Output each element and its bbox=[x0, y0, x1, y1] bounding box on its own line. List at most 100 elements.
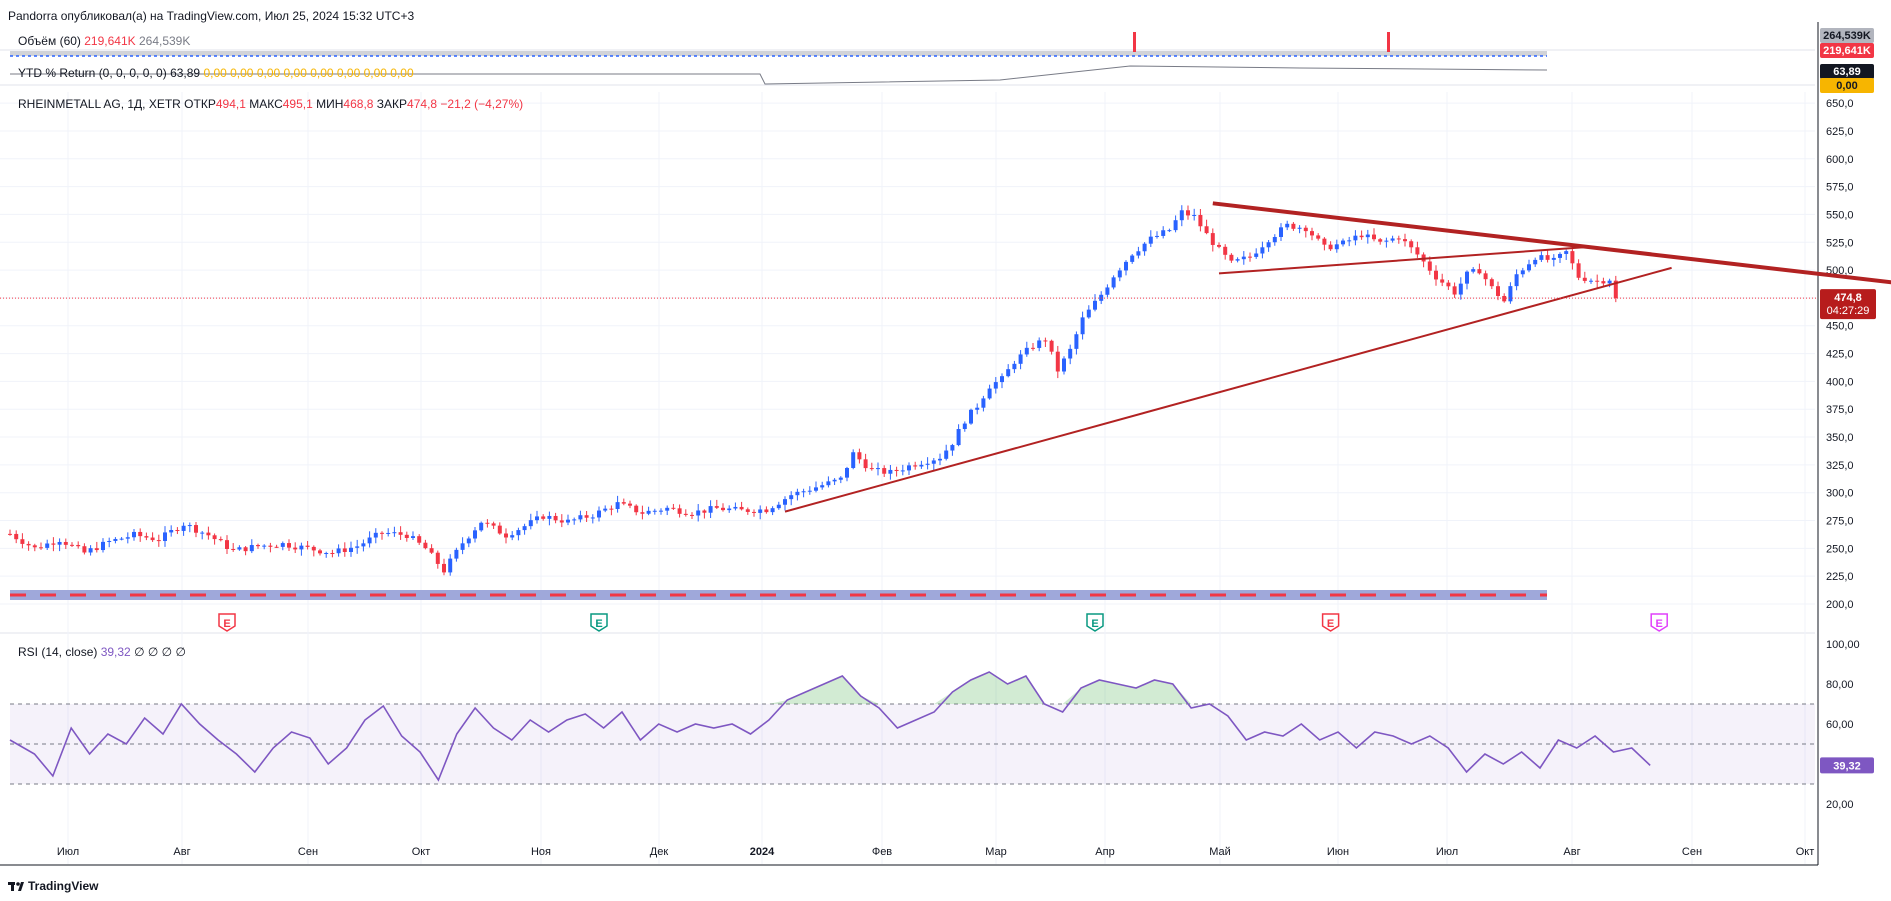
low-value: 468,8 bbox=[343, 97, 376, 111]
candle-body bbox=[1272, 237, 1277, 243]
time-tick-label: Июн bbox=[1327, 846, 1349, 858]
candle-body bbox=[1173, 220, 1178, 231]
candle-body bbox=[1601, 281, 1606, 284]
candle-body bbox=[838, 477, 843, 480]
candle-body bbox=[795, 491, 800, 496]
price-tick-label: 250,0 bbox=[1826, 543, 1854, 555]
earnings-marker-label: E bbox=[1327, 618, 1334, 630]
candle-body bbox=[1204, 226, 1209, 234]
price-tick-label: 400,0 bbox=[1826, 376, 1854, 388]
candle-body bbox=[411, 536, 415, 538]
candle-body bbox=[138, 531, 143, 537]
candle-body bbox=[51, 543, 56, 545]
candle-body bbox=[547, 515, 552, 519]
candle-body bbox=[752, 511, 756, 513]
candle-body bbox=[1551, 257, 1556, 260]
candle-body bbox=[975, 407, 980, 410]
trendline-support bbox=[784, 266, 1672, 513]
candle-body bbox=[615, 502, 620, 510]
earnings-marker-miss bbox=[218, 613, 236, 632]
time-tick-label: Сен bbox=[1682, 846, 1702, 858]
candle-body bbox=[665, 507, 670, 511]
time-tick-label: Апр bbox=[1095, 846, 1114, 858]
candle-body bbox=[900, 470, 905, 472]
candle-body bbox=[1024, 347, 1029, 355]
candle-body bbox=[305, 545, 310, 547]
price-tick-label: 550,0 bbox=[1826, 209, 1854, 221]
candle-body bbox=[504, 533, 508, 538]
candle-body bbox=[144, 536, 149, 538]
candle-body bbox=[783, 499, 787, 505]
candle-body bbox=[578, 515, 583, 520]
candle-body bbox=[262, 545, 267, 547]
price-tick-label: 200,0 bbox=[1826, 599, 1854, 611]
candle-body bbox=[597, 510, 601, 518]
candle-body bbox=[1260, 247, 1265, 254]
candle-body bbox=[1589, 280, 1593, 282]
candle-body bbox=[857, 452, 862, 460]
time-tick-label: 2024 bbox=[750, 846, 775, 858]
candle-body bbox=[1477, 269, 1482, 274]
candle-body bbox=[938, 458, 942, 461]
candle-body bbox=[522, 526, 527, 531]
high-label: МАКС bbox=[249, 97, 283, 111]
rsi-line bbox=[9, 671, 1651, 782]
candle-body bbox=[1043, 340, 1048, 342]
tradingview-footer[interactable]: TradingView bbox=[8, 879, 98, 893]
candle-body bbox=[1502, 295, 1507, 302]
candle-body bbox=[448, 558, 453, 573]
candle-body bbox=[1496, 286, 1500, 296]
candle-body bbox=[1105, 287, 1110, 295]
candle-body bbox=[1192, 214, 1197, 216]
candle-body bbox=[1539, 255, 1544, 260]
candle-body bbox=[609, 508, 614, 510]
price-tick-label: 275,0 bbox=[1826, 516, 1854, 528]
candle-body bbox=[758, 509, 763, 513]
candle-body bbox=[671, 507, 676, 509]
candle-body bbox=[479, 522, 484, 531]
candle-body bbox=[1049, 340, 1054, 352]
candle-body bbox=[150, 537, 155, 541]
candle-body bbox=[1471, 269, 1476, 272]
candle-body bbox=[993, 382, 998, 389]
candle-body bbox=[14, 533, 19, 540]
candle-body bbox=[355, 546, 360, 548]
candle-body bbox=[516, 530, 521, 536]
candle-body bbox=[1415, 247, 1420, 255]
candle-body bbox=[1576, 263, 1581, 278]
open-value: 494,1 bbox=[216, 97, 249, 111]
volume-spike-bar bbox=[1387, 32, 1390, 52]
candle-body bbox=[559, 520, 564, 523]
candle-body bbox=[1155, 235, 1159, 237]
candle-body bbox=[628, 503, 632, 506]
candle-body bbox=[1142, 243, 1147, 252]
candle-body bbox=[206, 532, 211, 536]
candle-body bbox=[690, 514, 694, 516]
candle-body bbox=[342, 548, 347, 552]
candle-body bbox=[1334, 244, 1339, 250]
candle-body bbox=[318, 550, 322, 554]
volume-value-2: 264,539K bbox=[139, 34, 190, 48]
candle-body bbox=[1527, 264, 1531, 271]
candle-body bbox=[1093, 300, 1097, 310]
candle-body bbox=[876, 468, 880, 470]
candle-body bbox=[807, 490, 812, 492]
candle-body bbox=[1086, 309, 1091, 318]
candle-body bbox=[584, 515, 589, 518]
candle-body bbox=[256, 545, 260, 547]
candle-body bbox=[76, 544, 81, 547]
candle-body bbox=[535, 516, 539, 521]
ytd-value: 63,89 bbox=[170, 66, 203, 80]
ytd-badge-bottom-bg bbox=[1820, 78, 1874, 93]
candle-body bbox=[485, 522, 490, 524]
candle-body bbox=[324, 552, 329, 554]
candle-body bbox=[225, 540, 229, 549]
price-tick-label: 650,0 bbox=[1826, 98, 1854, 110]
candle-body bbox=[1055, 351, 1060, 372]
candle-body bbox=[1000, 376, 1004, 383]
candle-body bbox=[1124, 261, 1128, 271]
earnings-marker-miss bbox=[1321, 613, 1340, 632]
candle-body bbox=[404, 534, 409, 538]
candle-body bbox=[1130, 255, 1135, 262]
